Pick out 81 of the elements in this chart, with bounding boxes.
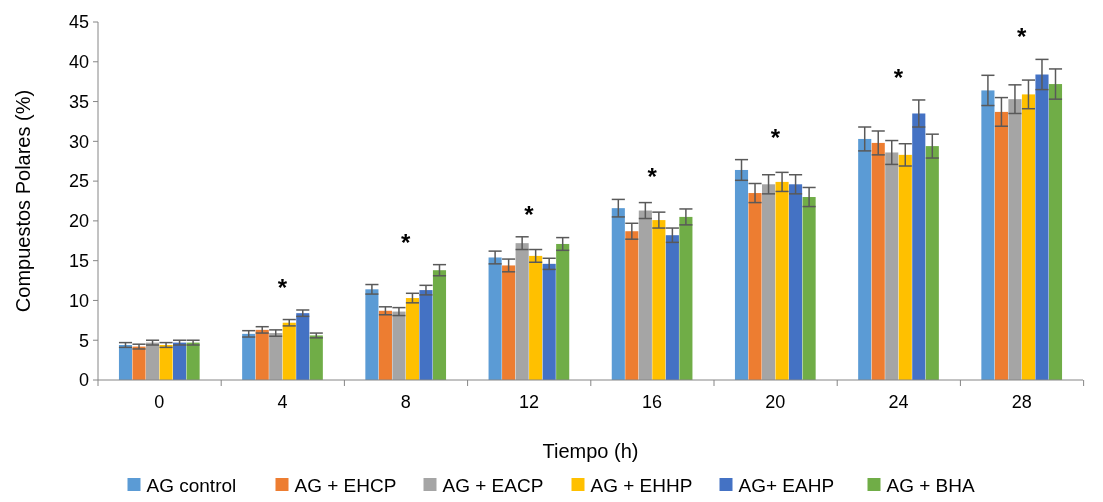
x-axis-title: Tiempo (h): [542, 440, 639, 462]
annotation: *: [893, 63, 904, 91]
bar: [1008, 99, 1022, 380]
legend-label: AG + EHHP: [590, 475, 693, 496]
y-tick-label: 35: [68, 91, 89, 112]
bar: [378, 310, 392, 380]
x-tick-label: 12: [518, 392, 539, 412]
annotation: *: [524, 200, 535, 228]
x-tick-label: 20: [765, 392, 786, 412]
annotation: *: [770, 123, 781, 151]
x-tick-label: 28: [1011, 392, 1032, 412]
bar: [761, 184, 776, 380]
legend-label: AG+ EAHP: [738, 475, 835, 496]
annotation: *: [647, 163, 658, 191]
bar: [255, 329, 269, 380]
bar: [994, 111, 1008, 380]
bar: [173, 342, 187, 380]
y-tick-label: 10: [68, 290, 89, 311]
bar: [542, 263, 556, 380]
bar: [132, 346, 146, 380]
x-tick-label: 4: [277, 392, 288, 412]
y-tick-label: 30: [68, 131, 89, 152]
legend-label: AG control: [146, 475, 237, 496]
y-tick-label: 15: [68, 250, 89, 271]
bar: [665, 235, 679, 380]
bar: [775, 181, 789, 380]
annotation: *: [401, 228, 412, 256]
y-tick-label: 25: [68, 171, 89, 192]
bar: [309, 335, 323, 380]
bar: [488, 257, 502, 380]
bar: [392, 311, 406, 380]
bar: [296, 313, 310, 380]
bar: [652, 220, 666, 380]
bar: [789, 184, 803, 380]
bar: [529, 255, 543, 380]
bar: [242, 333, 256, 380]
y-tick-label: 45: [68, 12, 89, 33]
bar: [871, 142, 885, 380]
bar: [269, 333, 283, 380]
x-tick-label: 16: [642, 392, 663, 412]
bar: [802, 197, 816, 380]
bar: [405, 298, 420, 380]
bar: [1035, 74, 1049, 380]
y-tick-label: 5: [78, 330, 89, 351]
bar: [748, 193, 762, 380]
bar: [925, 146, 939, 380]
bar: [365, 289, 379, 380]
annotation: *: [277, 273, 288, 301]
bar: [679, 216, 693, 380]
legend-label: AG + EACP: [442, 475, 544, 496]
legend-label: AG + BHA: [886, 475, 975, 496]
x-tick-label: 24: [888, 392, 909, 412]
annotation: *: [1017, 23, 1028, 51]
bar: [432, 270, 447, 380]
y-axis-title: Compuestos Polares (%): [12, 89, 34, 313]
bar: [1021, 94, 1036, 380]
bar: [912, 113, 926, 380]
bar: [638, 210, 652, 380]
bar: [282, 322, 296, 380]
bar: [515, 243, 529, 380]
bar: [159, 345, 173, 380]
bar: [981, 90, 995, 380]
y-tick-label: 0: [78, 370, 89, 391]
bar: [885, 152, 899, 380]
y-tick-label: 40: [68, 52, 89, 73]
bar: [186, 342, 200, 380]
bar: [145, 342, 160, 380]
bar: [1048, 84, 1063, 380]
bar: [118, 345, 133, 380]
bar: [419, 290, 433, 380]
x-tick-label: 8: [400, 392, 411, 412]
bar: [858, 138, 872, 380]
y-tick-label: 20: [68, 211, 89, 232]
bar: [502, 265, 516, 380]
bar: [625, 231, 639, 380]
bar: [734, 169, 749, 380]
x-tick-label: 0: [154, 392, 165, 412]
bar: [898, 154, 912, 380]
bar: [611, 208, 625, 380]
bar: [556, 243, 570, 380]
legend-label: AG + EHCP: [294, 475, 397, 496]
